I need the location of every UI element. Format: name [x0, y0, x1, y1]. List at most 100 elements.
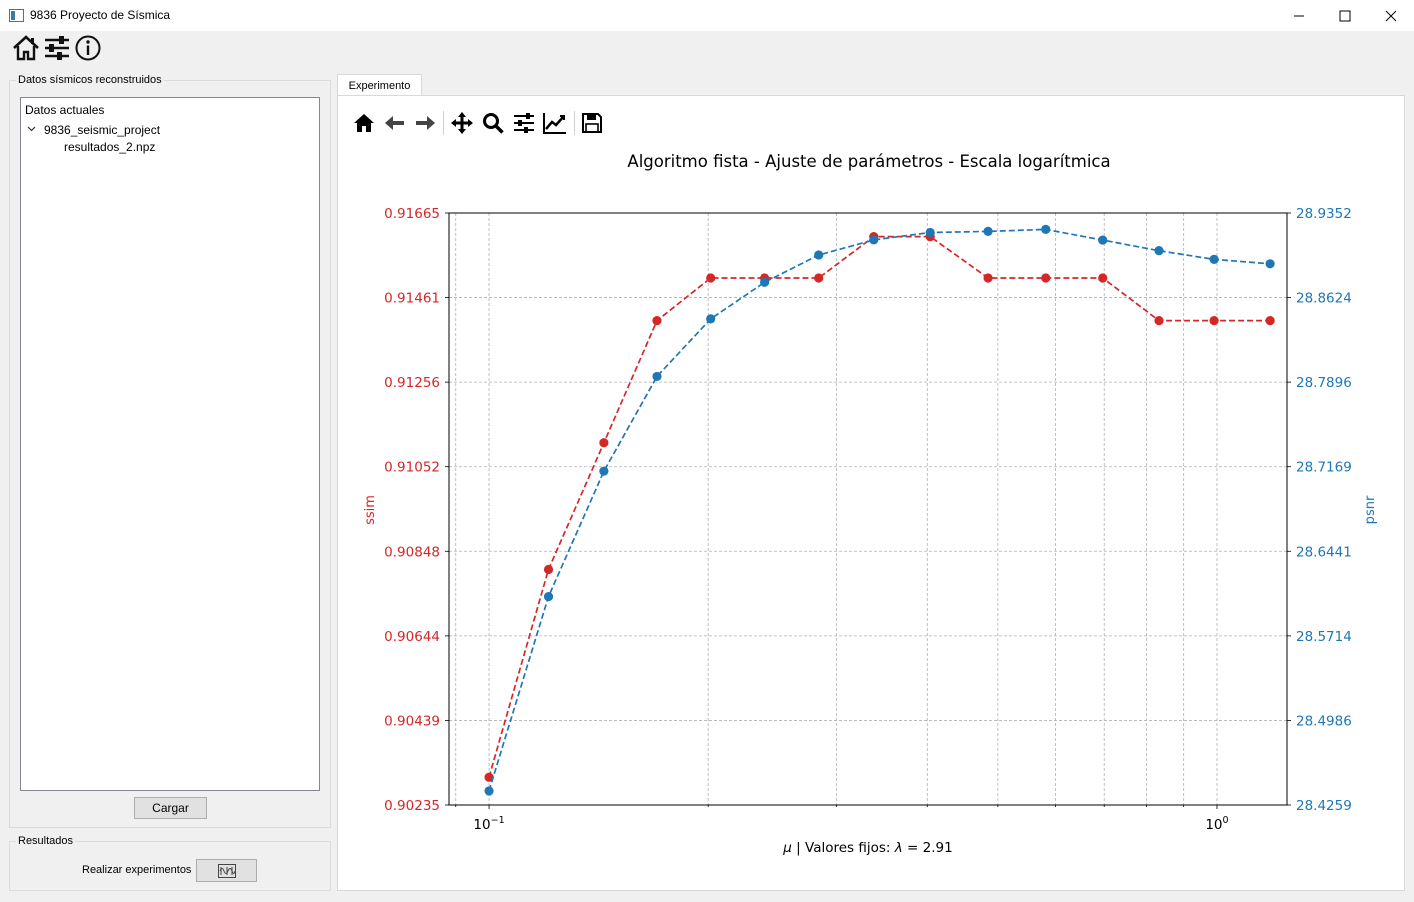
x-axis-label-mu: μ | Valores fijos: λ = 2.91 [782, 840, 952, 856]
data-point-ssim [1098, 273, 1108, 283]
y-tick-label: 0.91461 [384, 291, 440, 307]
data-point-psnr [1041, 224, 1051, 234]
experiment-panel [337, 95, 1405, 891]
y2-tick-label: 28.4259 [1296, 798, 1352, 814]
tree-item-file[interactable]: resultados_2.npz [64, 140, 156, 154]
x-axis-label-part: μ [782, 840, 792, 856]
plot-save-button[interactable] [578, 108, 606, 138]
data-point-psnr [599, 466, 609, 476]
configure-subplots-icon [514, 113, 534, 133]
y2-tick-label: 28.6441 [1296, 544, 1352, 560]
cargar-button[interactable]: Cargar [134, 797, 207, 819]
chart-title: Algoritmo fista - Ajuste de parámetros -… [627, 152, 1110, 171]
y2-axis-label: psnr [1363, 495, 1378, 524]
tree-header: Datos actuales [25, 103, 105, 117]
data-point-ssim [706, 273, 716, 283]
data-point-psnr [1154, 246, 1164, 256]
y-tick-label: 0.91052 [384, 460, 440, 476]
back-arrow-icon [385, 116, 404, 130]
data-point-ssim [1265, 316, 1275, 326]
data-point-psnr [869, 235, 879, 245]
data-point-psnr [706, 314, 716, 324]
data-point-ssim [814, 273, 824, 283]
plot-home-button[interactable] [350, 108, 378, 138]
data-point-psnr [760, 277, 770, 287]
y2-tick-label: 28.8624 [1296, 291, 1352, 307]
x-tick-label: 10−1 [473, 815, 504, 833]
plot-pan-button[interactable] [448, 108, 476, 138]
plot-back-button[interactable] [381, 108, 409, 138]
y2-tick-label: 28.7896 [1296, 375, 1352, 391]
resultados-group-title: Resultados [16, 835, 76, 847]
seismic-wave-icon [217, 863, 236, 878]
save-icon [582, 113, 602, 133]
realizar-experimentos-label: Realizar experimentos [82, 864, 192, 876]
data-point-psnr [983, 226, 993, 236]
y2-tick-label: 28.9352 [1296, 206, 1352, 222]
tree-item-project[interactable]: 9836_seismic_project [44, 123, 161, 137]
y2-tick-label: 28.5714 [1296, 629, 1352, 645]
app-icon [9, 9, 24, 22]
data-point-psnr [1209, 254, 1219, 264]
y-tick-label: 0.90439 [384, 713, 440, 729]
chart-axes: 0.90235 28.4259 0.90439 28.4986 0.90644 28.57… [384, 206, 1352, 833]
home-icon[interactable] [12, 34, 40, 62]
chart-grid [449, 213, 1287, 805]
x-tick-label-exponent: 0 [1223, 815, 1229, 826]
data-point-psnr [484, 786, 494, 796]
y-tick-label: 0.90235 [384, 798, 440, 814]
data-point-psnr [652, 371, 662, 382]
data-point-ssim [983, 273, 993, 283]
minimize-button[interactable] [1276, 0, 1322, 31]
data-point-ssim [1209, 316, 1219, 326]
data-point-psnr [1098, 235, 1108, 245]
plot-forward-button[interactable] [411, 108, 439, 138]
y-tick-label: 0.90848 [384, 544, 440, 560]
window-title: 9836 Proyecto de Sísmica [30, 8, 171, 22]
data-point-ssim [1154, 316, 1164, 326]
maximize-icon [1339, 10, 1351, 21]
window-titlebar: 9836 Proyecto de Sísmica [0, 0, 1414, 31]
edit-curve-icon [543, 113, 566, 134]
zoom-icon [483, 113, 504, 134]
data-point-ssim [484, 772, 494, 782]
chevron-down-icon[interactable] [27, 126, 36, 132]
data-point-psnr [1265, 259, 1275, 269]
plot-configure-button[interactable] [510, 108, 538, 138]
x-axis-label-part: = 2.91 [903, 840, 953, 856]
x-tick-label-base: 10 [473, 817, 490, 833]
close-icon [1385, 10, 1397, 21]
info-icon[interactable] [74, 34, 102, 62]
y-axis-label: ssim [363, 495, 378, 525]
data-point-ssim [652, 316, 662, 326]
plot-edit-button[interactable] [541, 108, 569, 138]
y2-tick-label: 28.7169 [1296, 460, 1352, 476]
y-tick-label: 0.91665 [384, 206, 440, 222]
data-point-psnr [543, 591, 554, 602]
x-tick-label: 100 [1205, 815, 1228, 833]
data-point-ssim [543, 564, 554, 575]
plot-frame [448, 212, 1288, 806]
tab-experimento[interactable]: Experimento [337, 74, 422, 97]
x-axis-label-part: | Valores fijos: [792, 840, 895, 856]
data-point-psnr [814, 250, 824, 260]
toolbar-separator [443, 111, 444, 135]
y-tick-label: 0.91256 [384, 375, 440, 391]
app-toolbar [0, 31, 1414, 65]
data-point-psnr [925, 227, 935, 238]
minimize-icon [1294, 15, 1304, 16]
y2-tick-label: 28.4986 [1296, 713, 1352, 729]
data-tree[interactable]: Datos actuales 9836_seismic_project resu… [20, 97, 320, 791]
realizar-experimentos-button[interactable] [196, 859, 257, 882]
close-button[interactable] [1368, 0, 1414, 31]
plot-zoom-button[interactable] [479, 108, 507, 138]
series-line-ssim [488, 235, 1271, 778]
data-point-ssim [599, 438, 609, 448]
resultados-group [9, 841, 331, 891]
x-axis-label: μ | Valores fijos: λ = 2.91 [782, 840, 952, 856]
x-axis-label-part: λ [894, 840, 903, 856]
forward-arrow-icon [416, 116, 435, 130]
maximize-button[interactable] [1322, 0, 1368, 31]
chart-series [484, 224, 1275, 796]
sliders-icon[interactable] [43, 34, 71, 62]
